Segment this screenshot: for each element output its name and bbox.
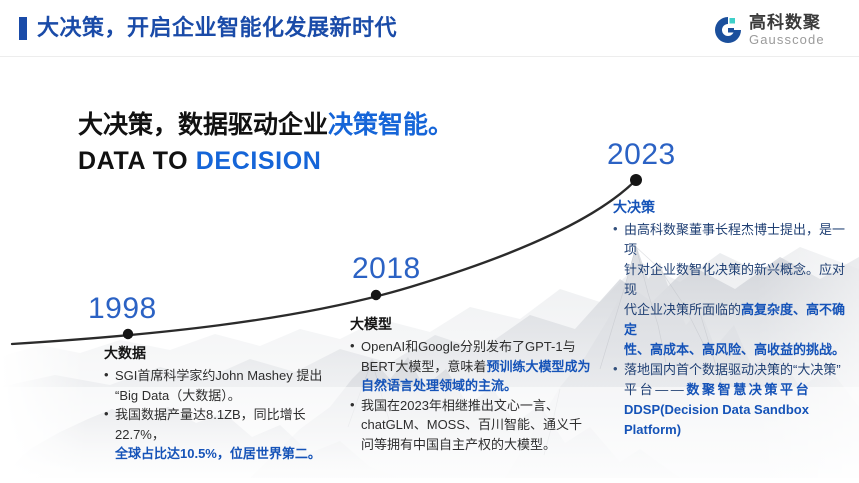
bullet-line: OpenAI和Google分别发布了GPT-1与 bbox=[361, 339, 576, 354]
bullet-line: chatGLM、MOSS、百川智能、通义千 bbox=[361, 417, 583, 432]
year-label-2018: 2018 bbox=[352, 252, 421, 285]
bullet-line: 我国在2023年相继推出文心一言、 bbox=[361, 397, 559, 413]
bullet-line: BERT大模型，意味着 bbox=[361, 358, 487, 374]
brand-logo: 高科数聚 Gausscode bbox=[713, 12, 841, 50]
milestone-bullets-1998: SGI首席科学家约John Mashey 提出 “Big Data（大数据）。 … bbox=[104, 365, 354, 464]
headline-english: DATA TO DECISION bbox=[78, 144, 538, 178]
page-header: 大决策，开启企业智能化发展新时代 高科数聚 Gausscode bbox=[0, 0, 859, 57]
milestone-1998: 大数据 SGI首席科学家约John Mashey 提出 “Big Data（大数… bbox=[104, 343, 354, 464]
bullet-line-highlight: 数聚智慧决策平台 bbox=[686, 382, 812, 397]
headline-en-blue: DECISION bbox=[195, 147, 322, 175]
bullet-line: 代企业决策所面临的 bbox=[624, 302, 742, 317]
bullet-line: 针对企业数智化决策的新兴概念。应对现 bbox=[624, 262, 846, 297]
bullet-line: 我国数据产量达8.1ZB，同比增长22.7%， bbox=[115, 407, 306, 442]
timeline-point-2018 bbox=[370, 289, 382, 301]
year-label-1998: 1998 bbox=[88, 292, 157, 325]
bullet-line: 自然语言处理领域的主流。 bbox=[361, 378, 518, 393]
page-title: 大决策，开启企业智能化发展新时代 bbox=[37, 15, 398, 40]
bullet-line-highlight: 高复杂度、高不确定 bbox=[624, 302, 846, 337]
headline-block: 大决策，数据驱动企业决策智能。 DATA TO DECISION bbox=[78, 108, 538, 178]
list-item: SGI首席科学家约John Mashey 提出 “Big Data（大数据）。 bbox=[104, 365, 354, 405]
bullet-line: 平台—— bbox=[624, 382, 687, 397]
bullet-line: 落地国内首个数据驱动决策的“大决策” bbox=[624, 362, 841, 377]
headline-cn-black: 大决策，数据驱动企业 bbox=[78, 111, 329, 139]
list-item: 由高科数聚董事长程杰博士提出，是一项 针对企业数智化决策的新兴概念。应对现 代企… bbox=[613, 219, 851, 360]
milestone-2023: 大决策 由高科数聚董事长程杰博士提出，是一项 针对企业数智化决策的新兴概念。应对… bbox=[613, 197, 851, 440]
bullet-line: DDSP(Decision Data Sandbox bbox=[624, 402, 809, 417]
bullet-line-highlight: 预训练大模型成为 bbox=[486, 358, 591, 374]
list-item: 我国数据产量达8.1ZB，同比增长22.7%， 全球占比达10.5%，位居世界第… bbox=[104, 404, 354, 464]
logo-english-name: Gausscode bbox=[749, 32, 825, 47]
bullet-line: 问等拥有中国自主产权的大模型。 bbox=[361, 436, 557, 452]
milestone-title-2018: 大模型 bbox=[350, 316, 392, 332]
logo-chinese-name: 高科数聚 bbox=[749, 13, 821, 32]
milestone-title-2023: 大决策 bbox=[613, 199, 655, 215]
headline-en-black: DATA TO bbox=[78, 147, 196, 175]
bullet-line: SGI首席科学家约John Mashey 提出 bbox=[115, 368, 323, 383]
list-item: OpenAI和Google分别发布了GPT-1与 BERT大模型，意味着预训练大… bbox=[350, 336, 600, 396]
year-label-2023: 2023 bbox=[607, 138, 676, 171]
list-item: 落地国内首个数据驱动决策的“大决策” 平台——数聚智慧决策平台 DDSP(Dec… bbox=[613, 359, 851, 440]
timeline-point-2023 bbox=[630, 174, 642, 186]
bullet-line: “Big Data（大数据）。 bbox=[115, 387, 241, 403]
gausscode-logo-mark-icon bbox=[715, 17, 741, 43]
header-accent-bar bbox=[19, 17, 27, 40]
headline-cn-blue: 决策智能。 bbox=[328, 111, 454, 139]
milestone-bullets-2018: OpenAI和Google分别发布了GPT-1与 BERT大模型，意味着预训练大… bbox=[350, 336, 600, 455]
timeline-point-1998 bbox=[122, 328, 134, 340]
milestone-title-1998: 大数据 bbox=[104, 345, 146, 361]
milestone-2018: 大模型 OpenAI和Google分别发布了GPT-1与 BERT大模型，意味着… bbox=[350, 314, 600, 454]
logo-text-block: 高科数聚 Gausscode bbox=[749, 13, 841, 48]
headline-chinese: 大决策，数据驱动企业决策智能。 bbox=[78, 108, 538, 142]
list-item: 我国在2023年相继推出文心一言、 chatGLM、MOSS、百川智能、通义千 … bbox=[350, 395, 600, 455]
bullet-line: Platform) bbox=[624, 422, 682, 437]
bullet-line: 全球占比达10.5%，位居世界第二。 bbox=[115, 446, 321, 461]
bullet-line: 由高科数聚董事长程杰博士提出，是一项 bbox=[624, 222, 846, 257]
milestone-bullets-2023: 由高科数聚董事长程杰博士提出，是一项 针对企业数智化决策的新兴概念。应对现 代企… bbox=[613, 219, 851, 440]
bullet-line: 性、高成本、高风险、高收益的挑战。 bbox=[624, 342, 846, 357]
